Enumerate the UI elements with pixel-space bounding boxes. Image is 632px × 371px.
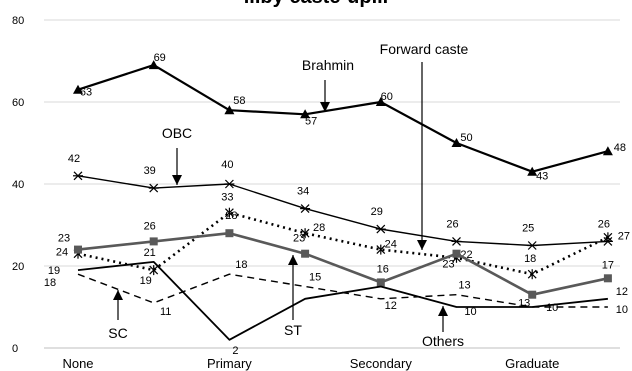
data-label: 16 [377,263,389,275]
data-label: 23 [293,233,305,245]
data-label: 18 [524,253,536,265]
data-label: 43 [536,171,548,183]
annotation-label: Forward caste [380,41,469,57]
series-line-others [77,260,608,341]
marker-square [149,237,158,246]
y-tick-label: 0 [12,343,18,355]
marker-triangle [451,138,462,147]
data-label: 60 [381,91,393,103]
marker-triangle [73,84,83,94]
annotation-arrowhead [288,255,298,265]
annotation-arrowhead [438,306,448,316]
y-tick-label: 60 [12,97,24,109]
annotation-label: Others [422,333,464,349]
data-label: 39 [144,165,156,177]
data-label: 13 [458,280,470,292]
data-label: 27 [618,230,630,242]
data-label: 24 [385,239,397,251]
series-line-forward-caste [77,211,609,276]
data-label: 26 [598,218,610,230]
data-label: 2 [232,345,238,357]
data-label: 28 [313,222,325,234]
annotation-label: ST [284,322,302,338]
data-label: 29 [371,206,383,218]
data-label: 58 [233,95,245,107]
marker-square [603,274,612,283]
data-label: 42 [68,153,80,165]
annotation-label: Brahmin [302,57,354,73]
y-tick-label: 80 [12,15,24,27]
x-tick-label: Graduate [505,356,559,371]
data-label: 17 [602,259,614,271]
data-label: 19 [48,265,60,277]
annotation-arrowhead [417,240,427,250]
marker-square [74,245,82,254]
series-line-st [77,231,609,297]
x-tick-label: Secondary [350,356,413,371]
annotation-label: OBC [162,125,192,141]
x-tick-label: Primary [207,356,252,371]
data-label: 18 [235,259,247,271]
data-label: 18 [44,277,56,289]
data-label: 26 [144,220,156,232]
y-tick-label: 20 [12,261,24,273]
data-label: 25 [522,223,534,235]
data-label: 10 [464,306,476,318]
data-label: 33 [221,192,233,204]
marker-square [528,290,537,299]
data-label: 63 [80,87,92,99]
data-label: 69 [154,52,166,64]
data-label: 28 [225,210,237,222]
data-label: 34 [297,186,309,198]
marker-square [452,249,461,258]
marker-triangle [148,60,159,70]
series-line-brahmin [77,63,609,173]
data-label: 48 [614,142,626,154]
marker-square [376,278,385,287]
series-line-obc [77,175,608,247]
marker-triangle [527,166,538,176]
annotation-arrowhead [113,290,123,300]
marker-triangle [224,105,235,115]
y-tick-label: 40 [12,179,24,191]
data-label: 11 [160,306,171,318]
data-label: 19 [140,275,152,287]
data-label: 57 [305,115,317,127]
marker-triangle [602,146,613,156]
annotation-arrowhead [320,102,330,112]
data-label: 12 [385,300,397,312]
data-label: 15 [309,272,321,284]
data-label: 40 [221,159,233,171]
data-label: 50 [460,132,472,144]
data-label: 13 [518,298,530,310]
data-label: 23 [442,259,454,271]
data-label: 23 [58,233,70,245]
marker-triangle [375,97,386,106]
marker-square [301,249,310,258]
data-label: 10 [616,304,628,316]
x-tick-label: None [62,356,93,371]
data-label: 24 [56,247,68,259]
chart-title: ...by caste-up... [0,0,632,9]
data-label: 26 [446,218,458,230]
marker-triangle [300,109,311,119]
marker-square [225,229,234,238]
annotation-label: SC [108,325,127,341]
annotation-arrowhead [172,175,182,185]
data-label: 21 [144,247,156,259]
data-label: 12 [616,286,628,298]
